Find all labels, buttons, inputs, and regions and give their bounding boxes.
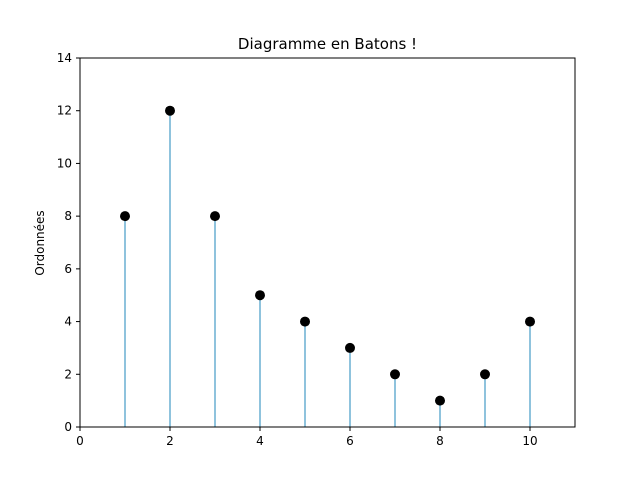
y-tick-label: 12 [57,104,72,118]
stem-marker [345,342,355,353]
stem-marker [480,369,490,380]
x-tick-label: 6 [346,434,354,448]
stem-marker [255,290,265,301]
axes-frame [79,57,576,428]
chart-title: Diagramme en Batons ! [238,35,417,53]
stem-marker [210,211,220,222]
x-tick-label: 4 [256,434,264,448]
x-tick-label: 0 [76,434,84,448]
x-tick-label: 10 [522,434,537,448]
y-tick-label: 6 [64,262,72,276]
y-tick-label: 10 [57,156,72,170]
y-tick-label: 4 [64,315,72,329]
stem-marker [120,211,130,222]
stem-marker [525,316,535,327]
y-tick-label: 14 [57,51,72,65]
y-tick-label: 2 [64,367,72,381]
plot-area: 0 2 4 6 8 10 0 2 4 6 8 10 12 14 [57,51,538,448]
y-tick-label: 0 [64,420,72,434]
stem-marker [165,105,175,116]
y-axis-label: Ordonnées [33,210,47,275]
y-tick-label: 8 [64,209,72,223]
stem-marker [300,316,310,327]
x-tick-label: 2 [166,434,174,448]
stem-marker [435,395,445,406]
x-tick-label: 8 [436,434,444,448]
stem-marker [390,369,400,380]
